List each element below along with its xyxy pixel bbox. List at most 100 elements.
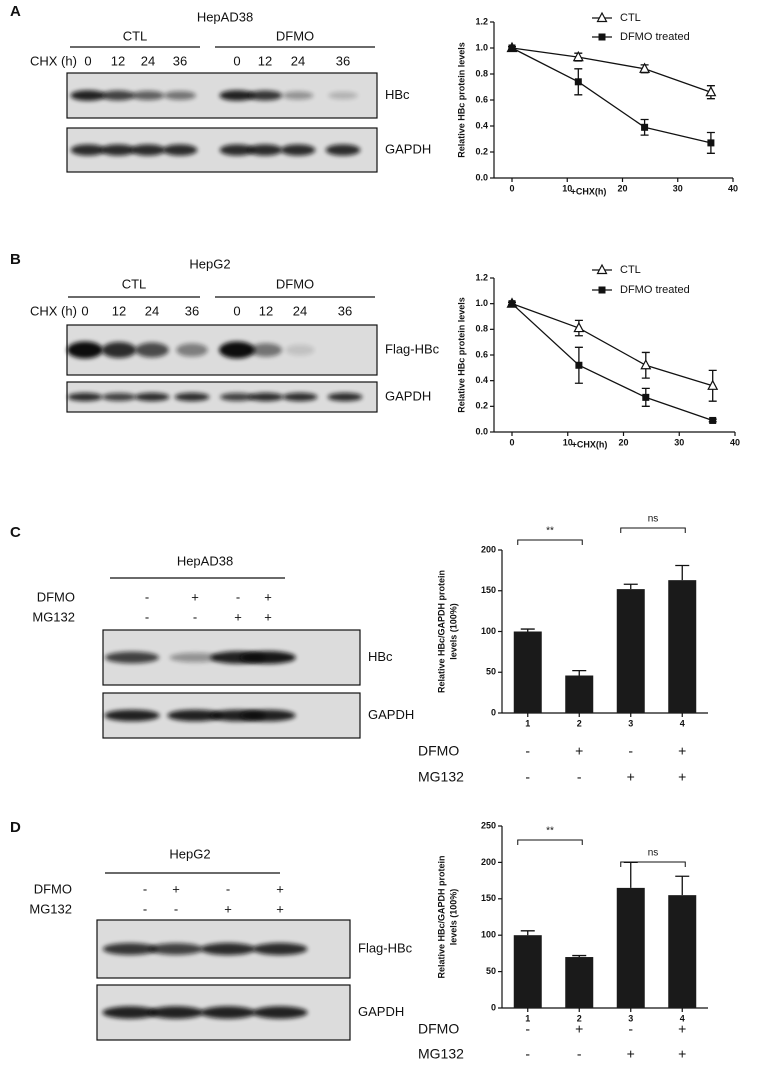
marker xyxy=(573,321,585,333)
x-tick-label: 30 xyxy=(674,437,684,447)
condition-sign: - xyxy=(577,1046,582,1062)
error-bar xyxy=(623,583,638,590)
series-line xyxy=(511,303,713,422)
y-tick-label: 1.2 xyxy=(475,272,488,282)
condition-name: DFMO xyxy=(34,881,72,896)
blot-band xyxy=(200,942,256,956)
legend-label: DFMO treated xyxy=(620,284,690,296)
blot-band xyxy=(252,1006,308,1019)
y-tick-label: 0.2 xyxy=(475,146,488,156)
condition-sign: - xyxy=(145,609,149,624)
condition-sign: + xyxy=(172,881,180,896)
condition-sign: + xyxy=(678,769,686,785)
y-axis-label: Relative HBc protein levels xyxy=(456,42,466,158)
panel-letter: D xyxy=(10,819,21,836)
blot-band xyxy=(174,392,210,402)
blot-band xyxy=(135,342,169,358)
row-label: HBc xyxy=(368,649,393,664)
blot-band xyxy=(282,91,314,100)
time-label: CHX (h) xyxy=(30,303,77,318)
blot-band xyxy=(250,343,282,357)
y-tick-label: 100 xyxy=(481,626,496,636)
blot-band xyxy=(130,144,166,156)
y-axis-label: Relative HBc protein levels xyxy=(456,297,466,413)
x-tick-label: 1 xyxy=(525,718,530,728)
lane-label: 24 xyxy=(291,53,305,68)
condition-name: DFMO xyxy=(418,1021,459,1037)
condition-name: MG132 xyxy=(32,609,75,624)
marker xyxy=(707,379,719,390)
y-axis-label: Relative HBc/GAPDH protein xyxy=(436,855,446,978)
blot-band xyxy=(252,942,308,956)
condition-name: DFMO xyxy=(37,589,75,604)
condition-sign: - xyxy=(174,901,178,916)
panel-letter: C xyxy=(10,524,21,541)
significance-bracket xyxy=(517,539,583,545)
blot-band xyxy=(105,651,159,664)
significance-label: ns xyxy=(648,514,659,525)
group-label: CTL xyxy=(122,276,147,291)
error-bar xyxy=(572,669,587,676)
error-bar xyxy=(623,861,638,888)
marker xyxy=(639,62,651,73)
x-tick-label: 0 xyxy=(509,183,514,193)
lane-label: 36 xyxy=(338,303,352,318)
y-tick-label: 150 xyxy=(481,893,496,903)
condition-sign: - xyxy=(143,881,147,896)
condition-sign: + xyxy=(678,1046,686,1062)
blot-band xyxy=(247,90,283,101)
cell-line: HepG2 xyxy=(169,846,210,861)
blot-band xyxy=(280,144,316,156)
blot-band xyxy=(325,144,361,156)
y-tick-label: 250 xyxy=(481,820,496,830)
y-tick-label: 150 xyxy=(481,585,496,595)
x-axis-label: +CHX(h) xyxy=(572,439,608,449)
lane-label: 12 xyxy=(112,303,126,318)
x-axis-label: +CHX(h) xyxy=(571,186,607,196)
blot-band xyxy=(240,651,296,664)
significance-label: ** xyxy=(546,826,554,837)
y-tick-label: 0 xyxy=(491,707,496,717)
blot-band xyxy=(131,90,165,101)
condition-sign: + xyxy=(264,609,272,624)
blot-band xyxy=(162,144,198,156)
error-bar xyxy=(675,564,690,581)
legend-label: DFMO treated xyxy=(620,31,690,43)
condition-sign: - xyxy=(628,1021,633,1037)
y-tick-label: 0.8 xyxy=(475,324,488,334)
condition-sign: + xyxy=(575,1021,583,1037)
blot-band xyxy=(70,90,106,101)
condition-sign: + xyxy=(264,589,272,604)
condition-sign: - xyxy=(145,589,149,604)
x-tick-label: 2 xyxy=(577,718,582,728)
row-label: GAPDH xyxy=(358,1004,404,1019)
cell-line: HepAD38 xyxy=(177,553,233,568)
blot-band xyxy=(164,91,196,100)
y-tick-label: 0.8 xyxy=(475,68,488,78)
condition-sign: - xyxy=(525,743,530,759)
condition-sign: + xyxy=(276,901,284,916)
blot-band xyxy=(282,392,318,402)
condition-name: MG132 xyxy=(418,1046,464,1062)
bar xyxy=(616,589,645,713)
condition-sign: - xyxy=(628,743,633,759)
blot-band xyxy=(67,392,103,402)
marker xyxy=(598,286,606,294)
condition-sign: + xyxy=(224,901,232,916)
marker xyxy=(705,85,717,97)
blot-band xyxy=(167,709,223,722)
lane-label: 36 xyxy=(336,53,350,68)
condition-sign: + xyxy=(276,881,284,896)
x-tick-label: 10 xyxy=(562,183,572,193)
lane-label: 36 xyxy=(173,53,187,68)
time-label: CHX (h) xyxy=(30,53,77,68)
row-label: GAPDH xyxy=(368,707,414,722)
y-tick-label: 1.0 xyxy=(475,42,488,52)
legend-label: CTL xyxy=(620,264,641,276)
blot-band xyxy=(328,91,358,100)
blot-band xyxy=(67,341,103,359)
error-bar xyxy=(520,628,535,632)
bar xyxy=(565,957,594,1008)
y-tick-label: 100 xyxy=(481,930,496,940)
y-tick-label: 0.4 xyxy=(475,120,488,130)
